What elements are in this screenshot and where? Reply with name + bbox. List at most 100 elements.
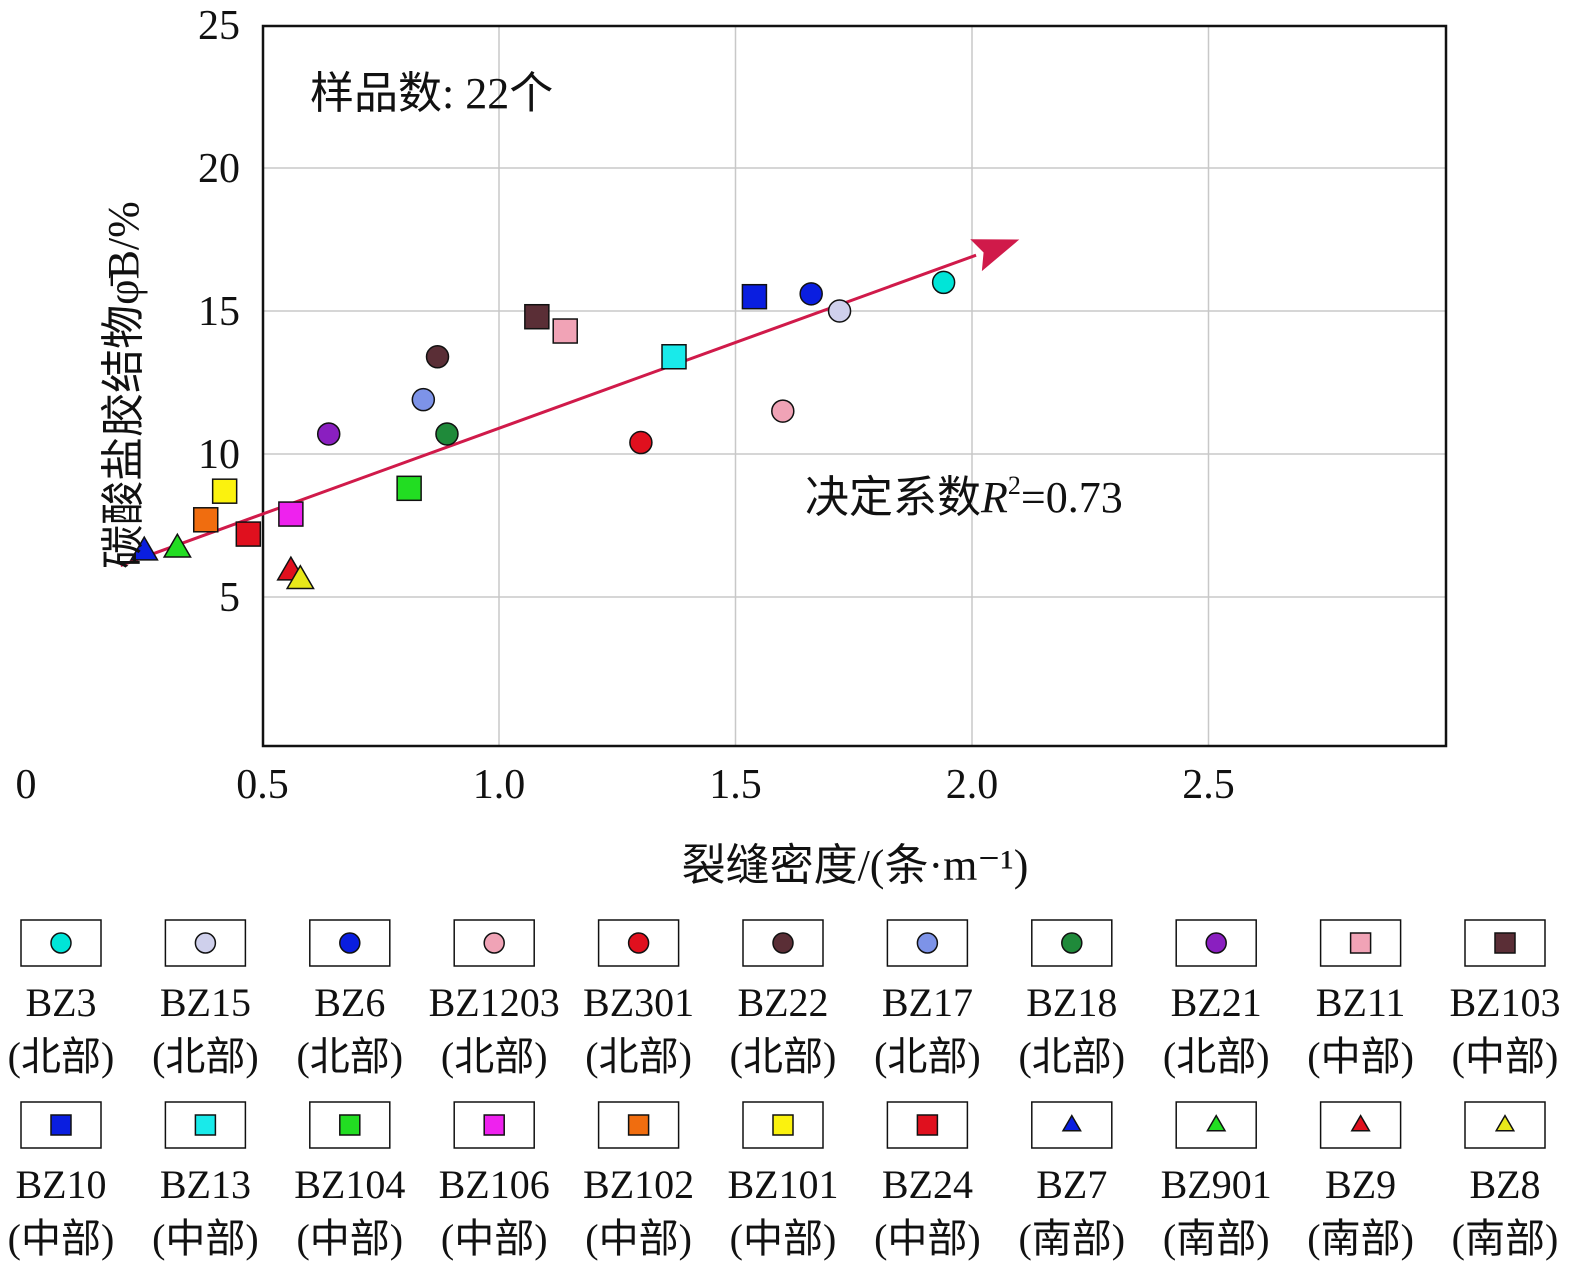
legend-item-bz101: BZ101 (中部)	[727, 1101, 839, 1261]
legend-label: BZ104	[294, 1162, 405, 1207]
legend-marker	[916, 1114, 939, 1136]
legend-item-bz301: BZ301 (北部)	[583, 919, 694, 1079]
legend-label: BZ7	[1036, 1162, 1107, 1207]
data-point-bz103	[524, 303, 550, 330]
legend-label: BZ10	[15, 1162, 106, 1207]
legend-region: (北部)	[152, 1034, 259, 1079]
x-tick-label: 2.0	[946, 762, 999, 808]
legend-marker	[1061, 932, 1083, 954]
legend-label: BZ102	[583, 1162, 694, 1207]
legend-label: BZ6	[314, 980, 385, 1025]
legend-region: (中部)	[1307, 1034, 1414, 1079]
data-point-bz22	[425, 345, 450, 369]
legend-item-bz8: BZ8 (南部)	[1452, 1101, 1559, 1261]
legend-label: BZ15	[160, 980, 251, 1025]
legend-region: (北部)	[8, 1034, 115, 1079]
legend-item-bz10: BZ10 (中部)	[8, 1101, 114, 1261]
legend-marker	[1494, 1114, 1516, 1132]
legend-label: BZ11	[1316, 980, 1406, 1025]
data-point-bz1203	[771, 399, 795, 423]
legend-label: BZ17	[882, 980, 973, 1025]
tick-labels: 0 0.5 1.0 1.5 2.0 2.5 5 10 15 20 25	[16, 3, 1235, 808]
legend-item-bz18: BZ18 (北部)	[1018, 919, 1125, 1079]
y-tick-label: 20	[198, 146, 240, 192]
legend-marker	[339, 1114, 361, 1136]
data-point-bz11	[552, 318, 578, 344]
plot-frame	[261, 24, 1448, 748]
legend-marker	[916, 932, 939, 954]
y-tick-label: 10	[198, 432, 240, 478]
legend-marker	[627, 1114, 650, 1136]
legend: BZ3 (北部) BZ15 (北部) BZ6 (北部) BZ1203 (北部) BZ301 (北部…	[8, 919, 1561, 1261]
legend-item-bz9: BZ9 (南部)	[1307, 1101, 1414, 1261]
r2-exponent: 2	[1008, 471, 1021, 500]
legend-label: BZ106	[439, 1162, 550, 1207]
data-point-bz18	[435, 422, 459, 446]
r2-prefix: 决定系数	[805, 473, 981, 522]
legend-region: (中部)	[730, 1216, 837, 1261]
legend-region: (北部)	[1018, 1034, 1125, 1079]
legend-item-bz106: BZ106 (中部)	[439, 1101, 550, 1261]
legend-item-bz15: BZ15 (北部)	[152, 919, 259, 1079]
legend-region: (中部)	[152, 1216, 259, 1261]
data-point-bz106	[278, 501, 304, 527]
r2-value: =0.73	[1021, 473, 1123, 522]
legend-marker	[1205, 932, 1227, 954]
legend-label: BZ1203	[429, 980, 560, 1025]
legend-marker	[1350, 1114, 1371, 1132]
legend-marker	[339, 932, 361, 954]
legend-item-bz11: BZ11 (中部)	[1307, 919, 1414, 1079]
trend-line-arrowhead	[970, 239, 1020, 272]
legend-region: (南部)	[1452, 1216, 1559, 1261]
legend-label: BZ101	[727, 1162, 838, 1207]
legend-label: BZ9	[1325, 1162, 1396, 1207]
legend-item-bz1203: BZ1203 (北部)	[429, 919, 560, 1079]
data-point-bz102	[192, 507, 219, 533]
legend-label: BZ3	[25, 980, 96, 1025]
legend-item-bz24: BZ24 (中部)	[874, 1101, 981, 1261]
y-tick-label: 5	[219, 575, 240, 621]
data-point-bz3	[931, 270, 956, 295]
legend-marker	[1061, 1114, 1082, 1132]
legend-label: BZ8	[1469, 1162, 1540, 1207]
legend-item-bz21: BZ21 (北部)	[1163, 919, 1270, 1079]
legend-marker	[194, 1114, 217, 1136]
legend-item-bz22: BZ22 (北部)	[730, 919, 836, 1079]
legend-label: BZ901	[1161, 1162, 1272, 1207]
legend-region: (北部)	[441, 1034, 548, 1079]
legend-label: BZ18	[1026, 980, 1117, 1025]
data-point-bz104	[396, 475, 422, 502]
legend-marker	[772, 932, 794, 954]
data-point-bz6	[799, 282, 823, 306]
y-tick-label: 15	[198, 289, 240, 335]
legend-region: (中部)	[296, 1216, 403, 1261]
data-point-bz301	[629, 430, 653, 455]
data-point-bz10	[741, 283, 768, 310]
legend-item-bz17: BZ17 (北部)	[874, 919, 981, 1079]
x-tick-label: 1.0	[473, 762, 526, 808]
legend-marker	[1206, 1114, 1227, 1132]
legend-item-bz6: BZ6 (北部)	[296, 919, 403, 1079]
legend-region: (南部)	[1307, 1216, 1414, 1261]
x-tick-label: 2.5	[1182, 762, 1235, 808]
data-point-bz24	[235, 521, 262, 547]
x-tick-label: 1.5	[709, 762, 762, 808]
r2-annotation: 决定系数R2=0.73	[805, 471, 1123, 522]
legend-region: (南部)	[1163, 1216, 1270, 1261]
data-point-bz7	[129, 535, 159, 561]
legend-label: BZ22	[737, 980, 828, 1025]
legend-region: (中部)	[874, 1216, 981, 1261]
legend-marker	[627, 932, 650, 954]
legend-region: (南部)	[1018, 1216, 1125, 1261]
data-points	[129, 270, 956, 590]
legend-region: (北部)	[296, 1034, 403, 1079]
legend-item-bz102: BZ102 (中部)	[583, 1101, 694, 1261]
x-axis-title: 裂缝密度/(条·m⁻¹)	[682, 841, 1029, 890]
data-point-bz15	[827, 299, 852, 323]
legend-item-bz104: BZ104 (中部)	[294, 1101, 405, 1261]
legend-item-bz7: BZ7 (南部)	[1018, 1101, 1125, 1261]
data-point-bz901	[162, 532, 192, 558]
legend-region: (北部)	[874, 1034, 981, 1079]
legend-item-bz103: BZ103 (中部)	[1449, 919, 1561, 1079]
